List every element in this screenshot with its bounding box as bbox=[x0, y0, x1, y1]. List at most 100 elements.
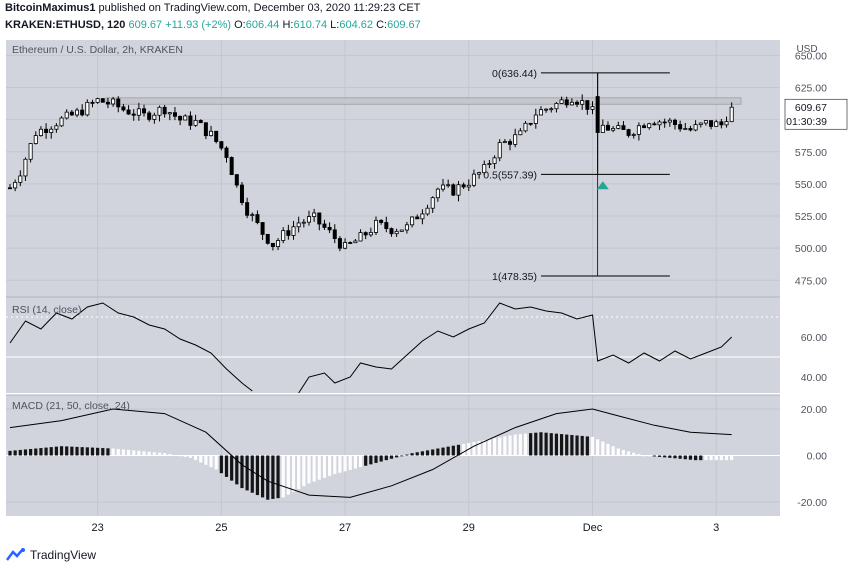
candle-body bbox=[719, 121, 724, 126]
candle-body bbox=[662, 121, 667, 124]
candle bbox=[281, 227, 286, 244]
candle bbox=[497, 139, 502, 162]
fibonacci-retracement[interactable]: 0(636.44) 0.5(557.39) 1(478.35) bbox=[483, 68, 670, 283]
candle bbox=[621, 121, 626, 130]
macd-histogram-bar bbox=[678, 455, 682, 459]
candle-body bbox=[337, 238, 342, 249]
candle-body bbox=[8, 187, 12, 190]
macd-histogram-bar bbox=[508, 435, 512, 456]
macd-histogram-bar bbox=[297, 455, 301, 490]
candle-body bbox=[198, 119, 203, 124]
author-name[interactable]: BitcoinMaximus1 bbox=[5, 2, 96, 14]
footer-brand[interactable]: TradingView bbox=[30, 548, 97, 562]
macd-histogram-bar bbox=[379, 455, 383, 462]
macd-histogram-bar bbox=[374, 455, 378, 463]
candle bbox=[188, 111, 193, 130]
candle bbox=[95, 97, 100, 104]
rsi-axis: 40.00 60.00 bbox=[801, 332, 827, 384]
candle bbox=[559, 96, 564, 105]
price-pane: 0(636.44) 0.5(557.39) 1(478.35) Ethereum /… bbox=[6, 40, 848, 297]
candle bbox=[198, 119, 203, 124]
candle bbox=[291, 220, 296, 240]
candle-body bbox=[425, 207, 430, 215]
candle bbox=[642, 123, 647, 129]
low-value: 604.62 bbox=[339, 19, 374, 31]
candle bbox=[18, 170, 23, 187]
candle-body bbox=[523, 122, 528, 132]
candle-body bbox=[142, 108, 147, 114]
candle bbox=[147, 110, 152, 122]
macd-histogram-bar bbox=[18, 449, 22, 456]
macd-histogram-bar bbox=[121, 449, 126, 456]
time-tick-label: 27 bbox=[339, 522, 351, 534]
candle bbox=[492, 155, 497, 169]
candle-body bbox=[642, 125, 647, 129]
candle bbox=[239, 181, 244, 206]
macd-histogram-bar bbox=[240, 455, 244, 489]
price-tick-label: 525.00 bbox=[795, 211, 827, 223]
macd-histogram-bar bbox=[23, 449, 28, 456]
candle bbox=[286, 224, 291, 240]
candle-body bbox=[250, 214, 255, 216]
macd-histogram-bar bbox=[389, 455, 394, 459]
candle-body bbox=[116, 98, 121, 108]
candle bbox=[441, 178, 446, 192]
price-tick-label: 475.00 bbox=[795, 275, 827, 287]
macd-histogram-bar bbox=[395, 455, 399, 458]
candle-body bbox=[111, 98, 116, 105]
candle bbox=[611, 126, 616, 133]
price-tick-label: 550.00 bbox=[795, 179, 827, 191]
candle-body bbox=[528, 122, 533, 125]
chart-canvas[interactable]: 0(636.44) 0.5(557.39) 1(478.35) Ethereum /… bbox=[0, 38, 850, 538]
candle bbox=[487, 159, 492, 169]
candle-body bbox=[703, 120, 708, 124]
candle-body bbox=[374, 219, 378, 233]
candle bbox=[245, 197, 250, 219]
candle-body bbox=[667, 119, 672, 123]
candle-body bbox=[162, 106, 167, 115]
macd-histogram-bar bbox=[590, 436, 595, 456]
macd-histogram-bar bbox=[13, 450, 17, 456]
candle-body bbox=[399, 229, 404, 232]
candle-body bbox=[90, 101, 95, 104]
candle bbox=[693, 120, 698, 132]
candle-body bbox=[203, 122, 208, 137]
candle bbox=[327, 222, 332, 234]
macd-histogram-bar bbox=[8, 450, 12, 456]
candle-body bbox=[234, 174, 239, 186]
candle-body bbox=[157, 106, 162, 116]
macd-histogram-bar bbox=[312, 455, 316, 482]
candle bbox=[90, 99, 95, 108]
macd-histogram-bar bbox=[188, 455, 193, 458]
last-price-tag-background bbox=[784, 98, 848, 130]
candle-body bbox=[23, 158, 28, 177]
macd-histogram-bar bbox=[570, 435, 574, 456]
macd-histogram-bar bbox=[518, 434, 522, 456]
macd-histogram-bar bbox=[260, 455, 265, 498]
time-axis[interactable]: 23 25 27 29 Dec 3 bbox=[92, 522, 720, 534]
candle bbox=[631, 132, 636, 139]
candle bbox=[100, 98, 105, 103]
macd-histogram-bar bbox=[44, 447, 48, 456]
candle bbox=[466, 179, 471, 191]
candle bbox=[616, 121, 621, 130]
rsi-title: RSI (14, close) bbox=[12, 304, 81, 316]
macd-histogram-bar bbox=[116, 448, 120, 456]
macd-histogram-bar bbox=[358, 455, 363, 468]
macd-histogram-bar bbox=[307, 455, 311, 484]
macd-histogram-bar bbox=[343, 455, 347, 472]
macd-histogram-bar bbox=[348, 455, 352, 470]
candle-body bbox=[631, 134, 636, 136]
macd-histogram-bar bbox=[106, 448, 110, 456]
candle-body bbox=[466, 184, 471, 188]
macd-histogram-bar bbox=[209, 455, 213, 468]
candle-body bbox=[678, 124, 683, 130]
price-pane-background bbox=[6, 40, 780, 297]
macd-histogram-bar bbox=[694, 455, 698, 461]
candle bbox=[312, 208, 317, 222]
candle-body bbox=[513, 134, 518, 145]
candle bbox=[719, 118, 724, 129]
high-value: 610.74 bbox=[293, 19, 328, 31]
price-axis[interactable]: USD 475.00500.00525.00550.00575.00600.00… bbox=[795, 44, 827, 287]
candle-body bbox=[312, 212, 317, 217]
